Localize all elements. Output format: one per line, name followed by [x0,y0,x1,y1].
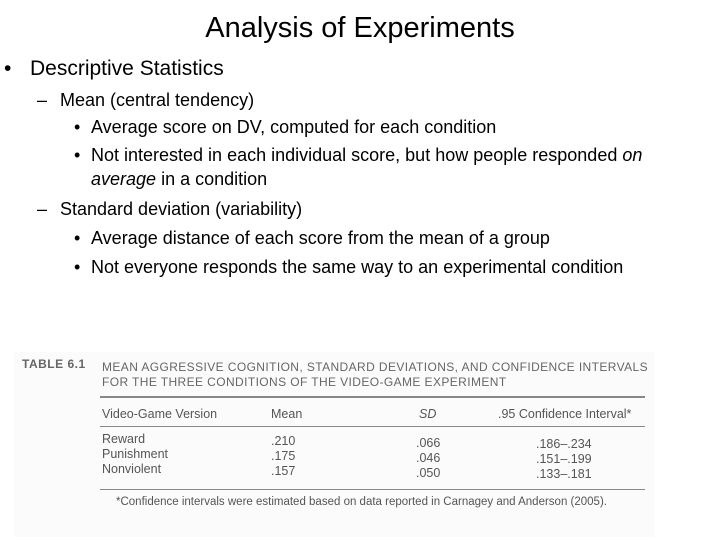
sub-bullet-marker: • [74,145,81,165]
sub-bullet-average-score: Average score on DV, computed for each c… [91,117,497,137]
header-version: Video-Game Version [102,407,218,421]
table-top-rule [100,396,645,398]
dash-mean: Mean (central tendency) [60,90,255,110]
scanned-table-image: TABLE 6.1 MEAN AGGRESSIVE COGNITION, STA… [14,352,654,537]
table-cell-mean: .157 [271,464,296,478]
table-cell-mean: .210 [271,434,296,448]
table-cell-sd: .066 [416,436,441,450]
header-ci: .95 Confidence Interval* [498,407,632,421]
sub-bullet-not-everyone: Not everyone responds the same way to an… [91,257,624,277]
table-cell-sd: .050 [416,466,441,480]
sub-bullet-continued-text: in a condition [156,169,268,189]
emphasis-on: on [622,145,643,165]
table-footnote: *Confidence intervals were estimated bas… [116,496,607,508]
sub-bullet-marker: • [74,117,81,137]
emphasis-average: average [91,169,157,189]
table-cell-version: Punishment [102,447,169,461]
bullet-marker: • [4,57,12,80]
sub-bullet-marker: • [74,257,81,277]
dash-marker: – [37,199,48,219]
table-cell-sd: .046 [416,451,441,465]
sub-bullet-not-interested: Not interested in each individual score,… [91,143,642,167]
dash-standard-deviation: Standard deviation (variability) [60,199,303,219]
table-bottom-rule [100,489,645,490]
sub-bullet-marker: • [74,228,81,248]
table-cell-version: Nonviolent [102,462,162,476]
table-header-rule [100,426,645,427]
slide-title: Analysis of Experiments [205,12,515,44]
table-cell-version: Reward [102,432,146,446]
table-label: TABLE 6.1 [22,357,86,371]
table-caption-line-1: MEAN AGGRESSIVE COGNITION, STANDARD DEVI… [102,360,648,374]
header-mean: Mean [271,407,303,421]
dash-marker: – [37,90,48,110]
table-cell-ci: .186–.234 [536,437,592,451]
table-cell-ci: .133–.181 [536,467,592,481]
sub-bullet-not-interested-text: Not interested in each individual score,… [91,145,623,165]
sub-bullet-not-interested-continued: average in a condition [91,167,267,191]
table-cell-mean: .175 [271,449,296,463]
sub-bullet-average-distance: Average distance of each score from the … [91,228,550,248]
header-sd: SD [419,407,437,421]
table-caption-line-2: FOR THE THREE CONDITIONS OF THE VIDEO-GA… [102,375,507,389]
bullet-descriptive-statistics: Descriptive Statistics [30,57,224,80]
table-cell-ci: .151–.199 [536,452,592,466]
